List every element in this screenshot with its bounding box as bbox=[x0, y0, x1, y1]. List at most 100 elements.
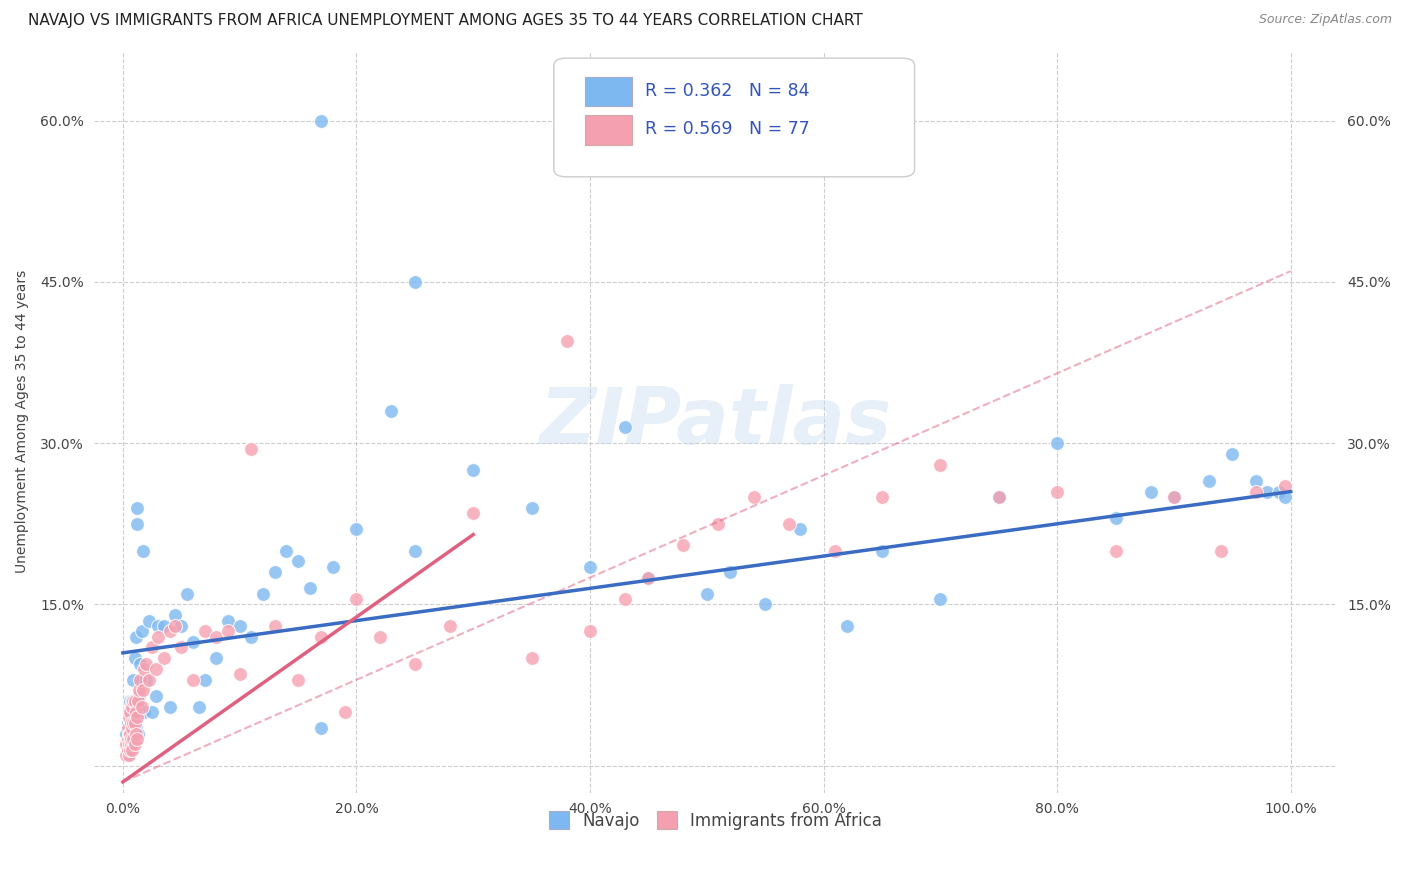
Point bbox=[145, 662, 167, 676]
Point bbox=[138, 673, 160, 687]
Point bbox=[135, 673, 157, 687]
Point bbox=[1104, 511, 1126, 525]
Point bbox=[129, 657, 152, 671]
Point bbox=[1256, 484, 1278, 499]
Point bbox=[117, 742, 139, 756]
Point bbox=[127, 726, 149, 740]
Point bbox=[125, 500, 148, 515]
Point bbox=[287, 673, 309, 687]
Point bbox=[118, 721, 141, 735]
Point bbox=[120, 726, 142, 740]
Point bbox=[579, 624, 602, 639]
Point bbox=[463, 463, 485, 477]
Point bbox=[132, 662, 155, 676]
Point bbox=[125, 731, 148, 746]
Point bbox=[121, 721, 143, 735]
Point bbox=[217, 624, 239, 639]
Point bbox=[122, 726, 145, 740]
FancyBboxPatch shape bbox=[585, 115, 633, 145]
Point bbox=[132, 543, 155, 558]
Point bbox=[1244, 474, 1267, 488]
Point bbox=[824, 543, 846, 558]
Point bbox=[129, 673, 152, 687]
Point bbox=[118, 742, 141, 756]
Point bbox=[124, 715, 146, 730]
Point bbox=[159, 624, 181, 639]
Point bbox=[228, 667, 250, 681]
Point bbox=[152, 619, 174, 633]
FancyBboxPatch shape bbox=[554, 58, 914, 177]
Point bbox=[120, 710, 142, 724]
Point bbox=[1046, 484, 1069, 499]
Point bbox=[1209, 543, 1232, 558]
Point bbox=[672, 538, 695, 552]
Point bbox=[789, 522, 811, 536]
Point bbox=[121, 694, 143, 708]
Point bbox=[132, 683, 155, 698]
Point bbox=[333, 705, 356, 719]
Point bbox=[120, 731, 142, 746]
Point bbox=[929, 592, 952, 607]
Point bbox=[346, 522, 368, 536]
Point bbox=[929, 458, 952, 472]
Point bbox=[122, 673, 145, 687]
Text: R = 0.569   N = 77: R = 0.569 N = 77 bbox=[645, 120, 810, 138]
Point bbox=[614, 420, 637, 434]
FancyBboxPatch shape bbox=[585, 77, 633, 106]
Point bbox=[311, 630, 333, 644]
Point bbox=[187, 699, 209, 714]
Point bbox=[118, 694, 141, 708]
Point bbox=[205, 630, 228, 644]
Point bbox=[152, 651, 174, 665]
Point bbox=[118, 710, 141, 724]
Text: NAVAJO VS IMMIGRANTS FROM AFRICA UNEMPLOYMENT AMONG AGES 35 TO 44 YEARS CORRELAT: NAVAJO VS IMMIGRANTS FROM AFRICA UNEMPLO… bbox=[28, 13, 863, 29]
Point bbox=[117, 715, 139, 730]
Point bbox=[870, 490, 893, 504]
Point bbox=[170, 640, 193, 655]
Point bbox=[117, 737, 139, 751]
Point bbox=[614, 592, 637, 607]
Point bbox=[124, 737, 146, 751]
Point bbox=[118, 737, 141, 751]
Point bbox=[146, 619, 169, 633]
Point bbox=[124, 694, 146, 708]
Point bbox=[368, 630, 391, 644]
Point bbox=[520, 500, 543, 515]
Point bbox=[1104, 543, 1126, 558]
Point bbox=[1163, 490, 1185, 504]
Point bbox=[707, 516, 730, 531]
Point bbox=[120, 731, 142, 746]
Point bbox=[131, 624, 153, 639]
Point bbox=[125, 705, 148, 719]
Point bbox=[754, 598, 776, 612]
Point bbox=[118, 705, 141, 719]
Point bbox=[1198, 474, 1220, 488]
Point bbox=[118, 747, 141, 762]
Point bbox=[463, 506, 485, 520]
Point bbox=[118, 726, 141, 740]
Point bbox=[124, 694, 146, 708]
Point bbox=[118, 737, 141, 751]
Point bbox=[121, 699, 143, 714]
Point bbox=[128, 689, 150, 703]
Point bbox=[132, 705, 155, 719]
Point bbox=[124, 715, 146, 730]
Point bbox=[380, 404, 402, 418]
Point bbox=[141, 705, 163, 719]
Text: Source: ZipAtlas.com: Source: ZipAtlas.com bbox=[1258, 13, 1392, 27]
Point bbox=[404, 275, 426, 289]
Point bbox=[579, 559, 602, 574]
Point bbox=[131, 699, 153, 714]
Point bbox=[176, 587, 198, 601]
Point bbox=[1139, 484, 1161, 499]
Point bbox=[404, 657, 426, 671]
Point bbox=[118, 747, 141, 762]
Point bbox=[311, 113, 333, 128]
Point bbox=[263, 619, 285, 633]
Point bbox=[263, 565, 285, 579]
Point bbox=[146, 630, 169, 644]
Point bbox=[118, 705, 141, 719]
Point bbox=[520, 651, 543, 665]
Point bbox=[1244, 484, 1267, 499]
Point bbox=[118, 726, 141, 740]
